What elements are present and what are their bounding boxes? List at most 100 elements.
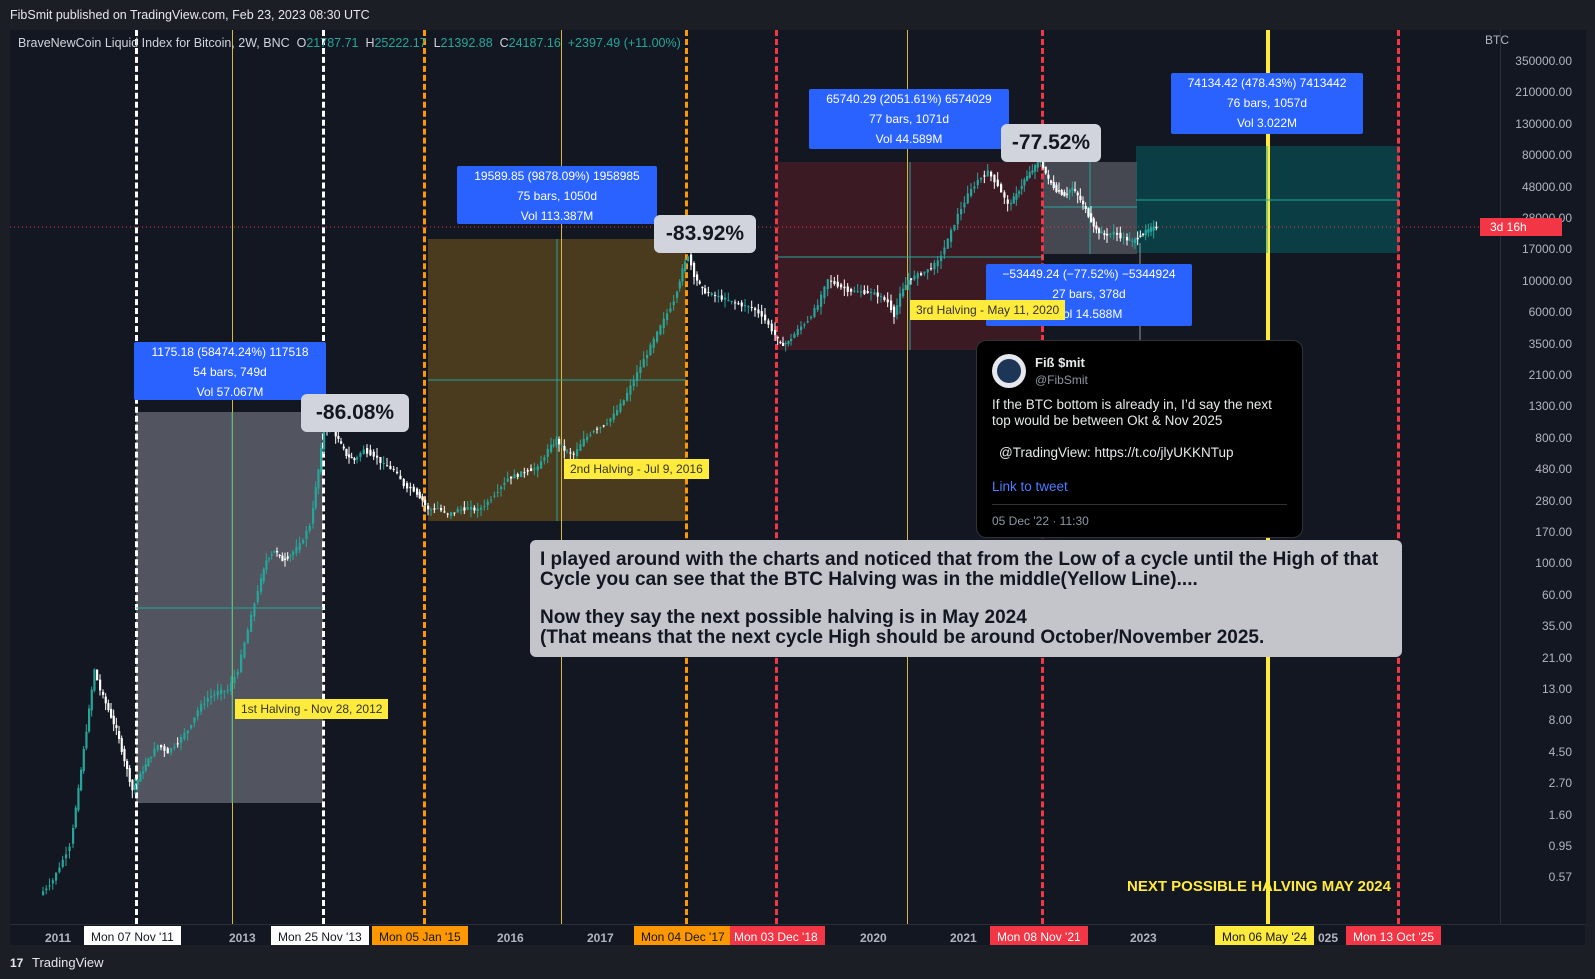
candle-body [953, 224, 956, 231]
embedded-tweet[interactable]: Fiß $mit @FibSmit If the BTC bottom is a… [976, 340, 1303, 538]
candle-body [470, 506, 473, 510]
candle-body [340, 441, 343, 444]
candle-body [1092, 218, 1095, 227]
cycle-line-red-1 [775, 30, 778, 924]
candle-body [430, 509, 433, 511]
measure-info-cycle1[interactable]: 1175.18 (58474.24%) 117518 54 bars, 749d… [134, 342, 326, 400]
candle-body [1152, 226, 1155, 231]
candle-body [1012, 196, 1015, 204]
candle-body [1058, 190, 1061, 192]
candle-body [142, 771, 145, 774]
measure-info-projection[interactable]: 74134.42 (478.43%) 7413442 76 bars, 1057… [1171, 73, 1363, 134]
candle-body [530, 468, 533, 471]
candle-body [284, 558, 287, 560]
candle-body [1031, 170, 1034, 173]
candle-body [1066, 193, 1069, 195]
candle-body [687, 256, 690, 261]
candle-body [61, 859, 64, 867]
candle-body [649, 344, 652, 356]
candle-body [369, 449, 372, 456]
price-tick: 8.00 [1548, 713, 1572, 728]
tweet-divider [992, 504, 1287, 505]
drawdown-callout-1[interactable]: -86.08% [301, 394, 409, 432]
candle-body [1090, 213, 1093, 222]
tweet-date: 05 Dec '22 · 11:30 [992, 514, 1089, 528]
candle-body [1028, 172, 1031, 178]
candle-body [436, 508, 439, 510]
measure-info-cycle3[interactable]: 65740.29 (2051.61%) 6574029 77 bars, 107… [809, 89, 1009, 149]
tweet-text: If the BTC bottom is already in, I’d say… [992, 397, 1272, 428]
halving-label-1[interactable]: 1st Halving - Nov 28, 2012 [235, 699, 389, 719]
symbol-title[interactable]: BraveNewCoin Liquid Index for Bitcoin, 2… [18, 36, 290, 50]
candle-body [443, 511, 446, 513]
annotation-note[interactable]: I played around with the charts and noti… [530, 540, 1402, 657]
candle-body [399, 475, 402, 480]
drawdown-callout-2[interactable]: -83.92% [654, 215, 756, 253]
candle-body [720, 295, 723, 300]
price-tick: 1.60 [1548, 807, 1572, 822]
candle-body [104, 696, 107, 704]
date-badge: Mon 08 Nov '21 [990, 926, 1088, 948]
candle-body [873, 292, 876, 295]
candle-body [940, 255, 943, 262]
candle-body [493, 495, 496, 497]
candle-body [899, 293, 902, 307]
candle-body [1109, 233, 1112, 235]
candle-body [80, 769, 83, 791]
candle-body [1139, 235, 1142, 237]
publish-info: FibSmit published on TradingView.com, Fe… [10, 8, 370, 22]
candle-body [427, 505, 430, 510]
tweet-link[interactable]: Link to tweet [992, 479, 1068, 494]
tweet-author-handle[interactable]: @FibSmit [1035, 373, 1088, 387]
candle-body [920, 273, 923, 276]
candle-body [286, 556, 289, 559]
chart-pane[interactable]: BraveNewCoin Liquid Index for Bitcoin, 2… [10, 30, 1500, 924]
candle-body [166, 748, 169, 754]
candle-body [1142, 233, 1145, 235]
candle-body [362, 449, 365, 454]
candle-body [1074, 189, 1077, 191]
candle-body [213, 694, 216, 696]
candle-body [986, 170, 989, 177]
candle-body [203, 703, 206, 705]
drawdown-callout-3[interactable]: -77.52% [1001, 124, 1101, 162]
halving-label-2[interactable]: 2nd Halving - Jul 9, 2016 [564, 459, 709, 479]
candle-body [543, 457, 546, 461]
candle-body [626, 392, 629, 401]
candle-body [930, 268, 933, 270]
date-badge: Mon 13 Oct '25 [1346, 926, 1441, 948]
candle-body [295, 546, 298, 554]
candle-body [619, 403, 622, 412]
candle-body [693, 263, 696, 277]
candle-body [629, 385, 632, 395]
candle-body [776, 336, 779, 339]
candle-body [416, 488, 419, 495]
candle-body [456, 509, 459, 513]
candle-body [85, 731, 88, 749]
halving-label-3[interactable]: 3rd Halving - May 11, 2020 [910, 300, 1066, 320]
candle-body [366, 448, 369, 454]
price-tick: 2100.00 [1528, 368, 1572, 382]
candle-body [609, 418, 612, 422]
candle-body [936, 260, 939, 267]
candle-body [730, 300, 733, 302]
price-tick: 3500.00 [1528, 336, 1572, 351]
measure-info-drawdown[interactable]: −53449.24 (−77.52%) −5344924 27 bars, 37… [986, 264, 1192, 326]
candle-body [1116, 232, 1119, 235]
price-axis[interactable]: BTC 350000.00 210000.00 130000.00 80000.00 4… [1485, 30, 1586, 924]
candle-body [72, 827, 75, 844]
candle-body [243, 642, 246, 658]
candle-body [523, 472, 526, 474]
candle-body [110, 708, 113, 718]
candle-body [396, 471, 399, 474]
price-tick: 10000.00 [1521, 273, 1572, 288]
candle-body [572, 453, 575, 455]
candle-body [870, 292, 873, 294]
price-tick: 17000.00 [1521, 242, 1572, 257]
time-axis[interactable]: 2011 2013 2016 2017 2020 2021 2023 025 M… [10, 924, 1585, 948]
brand-name[interactable]: TradingView [32, 955, 104, 970]
candle-body [334, 428, 337, 437]
candle-body [833, 281, 836, 284]
measure-info-cycle2[interactable]: 19589.85 (9878.09%) 1958985 75 bars, 105… [457, 166, 657, 224]
year-tick: 2013 [229, 931, 256, 945]
